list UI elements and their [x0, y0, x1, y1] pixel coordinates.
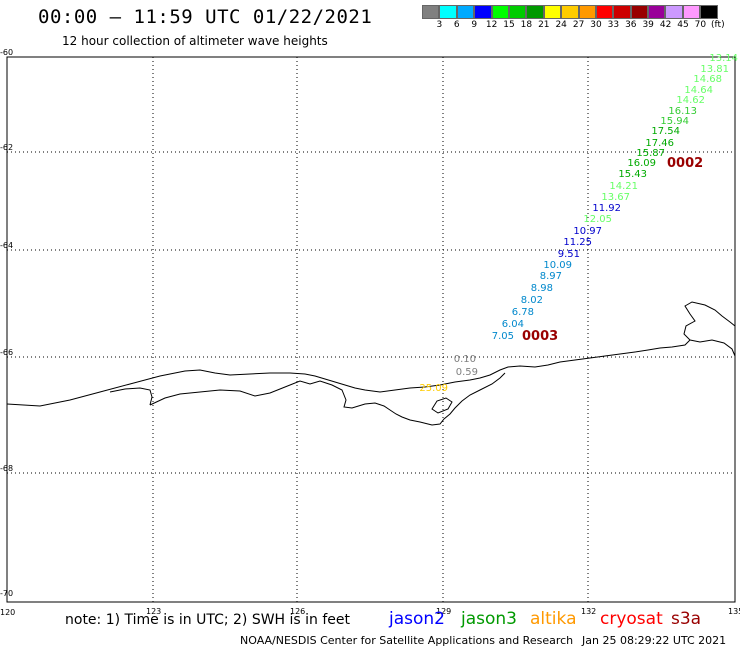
swh-value: 7.05 — [492, 331, 514, 342]
legend-label: 18 — [520, 20, 533, 30]
swh-value: 0.59 — [456, 367, 478, 378]
legend-label: 27 — [572, 20, 585, 30]
swh-value: 10.97 — [573, 226, 602, 237]
coastline — [6, 301, 736, 407]
legend-swatch — [578, 5, 596, 19]
legend-swatch — [700, 5, 718, 19]
lat-label: -60 — [0, 48, 13, 57]
swh-value: 17.54 — [651, 126, 680, 137]
swh-value: 13.81 — [700, 64, 729, 75]
satellite-jason3: jason3 — [461, 609, 517, 629]
swh-value: 14.62 — [676, 95, 705, 106]
legend-label: 21 — [538, 20, 550, 30]
swh-value: 13.14 — [709, 53, 738, 64]
footer: note: 1) Time is in UTC; 2) SWH is in fe… — [0, 606, 740, 650]
swh-value: 6.78 — [512, 307, 534, 318]
map-grid — [7, 57, 735, 602]
legend-label: 36 — [625, 20, 637, 30]
swh-value: 15.87 — [636, 148, 665, 159]
legend-swatch — [456, 5, 475, 19]
swh-value: 8.97 — [540, 271, 562, 282]
swh-value: 14.64 — [684, 85, 713, 96]
legend-swatch — [439, 5, 457, 19]
swh-value: 13.67 — [601, 192, 630, 203]
lat-label: -64 — [0, 241, 13, 250]
legend-label: 45 — [677, 20, 689, 30]
legend-swatch — [422, 5, 440, 19]
lon-label: 135 — [728, 607, 740, 616]
generated-timestamp: Jan 25 08:29:22 UTC 2021 — [582, 634, 727, 647]
swh-value: 11.92 — [592, 203, 621, 214]
swh-value: 8.02 — [521, 295, 543, 306]
legend-label: 24 — [555, 20, 567, 30]
legend-label: 3 — [436, 20, 443, 30]
legend-label: (ft) — [711, 20, 725, 30]
swh-value: 14.68 — [693, 74, 722, 85]
lon-label: 123 — [146, 607, 161, 616]
legend-swatch — [508, 5, 527, 19]
satellite-jason2: jason2 — [389, 609, 445, 629]
lat-label: -66 — [0, 348, 13, 357]
swh-value: 25.09 — [419, 383, 448, 394]
observations: 13.1413.8114.6814.6414.6216.1315.9417.54… — [419, 53, 738, 394]
legend-label: 42 — [659, 20, 672, 30]
page-subtitle: 12 hour collection of altimeter wave hei… — [62, 34, 328, 48]
swh-value: 16.09 — [627, 158, 656, 169]
swh-value: 0.10 — [454, 354, 476, 365]
legend-label: 39 — [642, 20, 654, 30]
legend-swatch — [665, 5, 683, 19]
legend-label: 30 — [590, 20, 602, 30]
satellite-s3a: s3a — [671, 609, 702, 629]
satellite-cryosat: cryosat — [600, 609, 663, 629]
satellite-altika: altika — [530, 609, 577, 629]
legend-label: 12 — [485, 20, 498, 30]
legend-swatch — [543, 5, 562, 19]
swh-value: 15.94 — [660, 116, 689, 127]
coastline-east-loop — [689, 339, 736, 357]
color-legend — [422, 5, 718, 19]
legend-swatch — [630, 5, 649, 19]
swh-value: 9.51 — [558, 249, 580, 260]
axis-labels: -60 -62 -64 -66 -68 -70 120 123 126 129 132 135 — [0, 48, 740, 617]
legend-label: 15 — [503, 20, 515, 30]
lat-label: -70 — [0, 589, 13, 598]
legend-swatch — [526, 5, 544, 19]
coastline-west — [109, 387, 153, 406]
legend-swatch — [613, 5, 631, 19]
footer-note: note: 1) Time is in UTC; 2) SWH is in fe… — [65, 612, 351, 628]
swh-value: 10.09 — [543, 260, 572, 271]
lat-label: -68 — [0, 464, 13, 473]
coastline-island — [431, 397, 453, 414]
swh-value: 8.98 — [531, 283, 553, 294]
page-title: 00:00 – 11:59 UTC 01/22/2021 — [38, 6, 373, 28]
swh-value: 11.25 — [563, 237, 592, 248]
track-label: 0002 — [667, 156, 703, 171]
swh-value: 16.13 — [668, 106, 697, 117]
legend-swatch — [595, 5, 614, 19]
legend-swatch — [474, 5, 492, 19]
legend-swatch — [561, 5, 579, 19]
coastline-bay — [149, 372, 506, 426]
lat-label: -62 — [0, 143, 13, 152]
legend-label: 6 — [453, 20, 460, 30]
legend-swatch — [491, 5, 509, 19]
lon-label: 126 — [290, 607, 305, 616]
legend-label: 70 — [694, 20, 707, 30]
swh-value: 15.43 — [618, 169, 647, 180]
legend-label: 9 — [471, 20, 478, 30]
track-label: 0003 — [522, 329, 558, 344]
credit-line: NOAA/NESDIS Center for Satellite Applica… — [240, 634, 574, 647]
swh-value: 17.46 — [645, 138, 674, 149]
lon-label: 129 — [436, 607, 451, 616]
swh-value: 14.21 — [609, 181, 638, 192]
lon-label: 132 — [581, 607, 596, 616]
swh-value: 12.05 — [583, 214, 612, 225]
legend-swatch — [648, 5, 666, 19]
legend-swatch — [682, 5, 701, 19]
legend-label: 33 — [607, 20, 620, 30]
map-frame — [6, 56, 736, 603]
lon-label: 120 — [0, 608, 15, 617]
swh-value: 6.04 — [502, 319, 524, 330]
